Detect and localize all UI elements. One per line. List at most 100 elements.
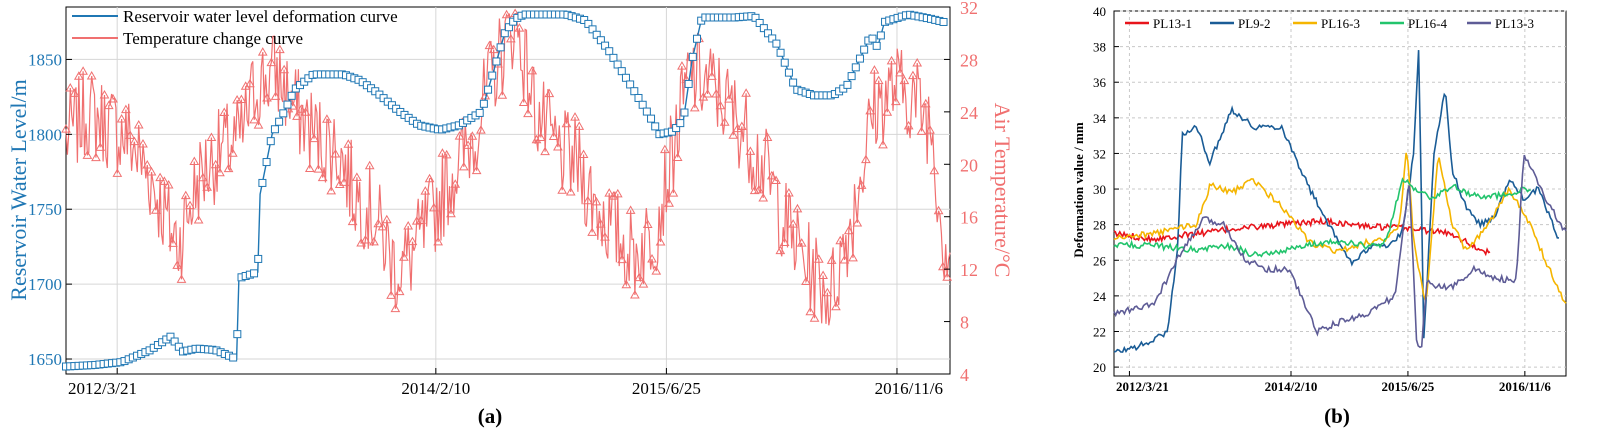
temperature-marker: [818, 270, 828, 279]
panel-a-left-tick-label: 1700: [28, 275, 62, 294]
temperature-marker: [621, 279, 632, 289]
temperature-marker: [861, 154, 871, 164]
temperature-marker: [180, 190, 191, 200]
reservoir-marker: [262, 158, 271, 167]
temperature-marker: [912, 58, 923, 67]
reservoir-marker: [868, 34, 877, 43]
panel-b-x-tick-label: 2014/2/10: [1265, 379, 1318, 394]
temperature-marker: [779, 237, 790, 246]
temperature-marker: [745, 146, 756, 155]
temperature-marker: [741, 88, 751, 97]
temperature-marker: [604, 188, 615, 197]
temperature-marker: [322, 114, 332, 123]
temperature-marker: [471, 165, 482, 175]
temperature-marker: [381, 214, 392, 224]
temperature-marker: [441, 149, 452, 159]
panel-a-right-tick-label: 4: [960, 365, 969, 385]
reservoir-marker: [634, 93, 643, 102]
reservoir-marker: [872, 41, 881, 50]
temperature-marker: [882, 107, 893, 116]
temperature-marker: [279, 64, 290, 74]
temperature-marker: [565, 186, 576, 196]
temperature-marker: [275, 44, 285, 54]
panel-b-frame: [1113, 10, 1567, 377]
reservoir-marker: [680, 108, 689, 117]
panel-a-left-axis: 1650 1700 1750 1800 1850: [28, 50, 72, 369]
temperature-marker: [133, 119, 144, 129]
panel-b-y-tick-label: 38: [1093, 40, 1106, 55]
panel-b-y-axis: 20 22 24 26 28 30 32 34 36 38 40: [1093, 4, 1119, 375]
temperature-marker: [826, 255, 837, 264]
temperature-marker: [788, 219, 799, 228]
panel-b-y-tick-label: 40: [1093, 4, 1106, 19]
temperature-marker: [463, 140, 473, 149]
temperature-marker: [557, 185, 568, 194]
temperature-marker: [617, 254, 627, 264]
temperature-marker: [600, 232, 610, 241]
panel-a-right-tick-label: 20: [960, 155, 978, 175]
temperature-marker: [591, 196, 602, 206]
reservoir-marker: [876, 31, 885, 40]
temperature-marker: [334, 179, 345, 188]
reservoir-marker: [789, 78, 798, 87]
reservoir-marker: [279, 109, 288, 118]
temperature-marker: [561, 118, 572, 128]
panel-b-y-tick-label: 28: [1093, 218, 1106, 233]
temperature-marker: [326, 185, 337, 195]
temperature-marker: [754, 184, 764, 194]
temperature-marker: [732, 123, 743, 133]
temperature-marker: [159, 176, 170, 185]
temperature-marker: [390, 303, 401, 313]
panel-a-x-axis: 2012/3/21 2014/2/10 2015/6/25 2016/11/6: [68, 368, 943, 398]
temperature-marker: [929, 165, 940, 175]
temperature-marker: [630, 289, 640, 299]
temperature-marker: [428, 202, 439, 212]
temperature-marker: [116, 113, 127, 123]
reservoir-marker: [166, 332, 175, 341]
temperature-marker: [266, 57, 277, 67]
temperature-marker: [69, 88, 80, 97]
temperature-marker: [809, 313, 820, 322]
reservoir-marker: [676, 119, 685, 128]
temperature-marker: [309, 133, 319, 143]
temperature-marker: [501, 9, 512, 19]
temperature-marker: [476, 125, 486, 134]
reservoir-marker: [647, 114, 656, 123]
temperature-marker: [339, 177, 349, 186]
temperature-marker: [78, 66, 88, 75]
temperature-marker: [91, 152, 101, 162]
panel-a-frame: [65, 6, 951, 375]
temperature-marker: [240, 81, 251, 90]
reservoir-marker: [772, 39, 781, 48]
reservoir-marker: [233, 330, 242, 339]
temperature-marker: [843, 225, 854, 235]
reservoir-marker: [601, 41, 610, 50]
temperature-marker: [138, 139, 148, 148]
reservoir-marker: [847, 72, 856, 81]
panel-a-right-tick-label: 32: [960, 0, 978, 18]
temperature-marker: [801, 276, 811, 286]
temperature-marker: [540, 146, 550, 156]
reservoir-marker: [254, 254, 263, 263]
temperature-marker: [689, 102, 700, 112]
temperature-marker: [245, 78, 255, 88]
temperature-marker: [831, 301, 841, 311]
temperature-marker: [582, 195, 593, 205]
temperature-marker: [724, 94, 734, 103]
panel-b-y-tick-label: 36: [1093, 75, 1107, 90]
temperature-marker: [796, 238, 807, 247]
temperature-marker: [215, 167, 225, 177]
temperature-marker: [223, 163, 234, 173]
temperature-marker: [300, 107, 311, 116]
temperature-marker: [198, 172, 208, 182]
temperature-marker: [176, 274, 187, 283]
temperature-marker: [852, 217, 863, 227]
temperature-marker: [168, 238, 178, 247]
temperature-marker: [155, 172, 165, 182]
temperature-marker: [505, 33, 516, 43]
reservoir-marker: [229, 353, 238, 362]
temperature-marker: [775, 245, 786, 255]
temperature-marker: [873, 75, 884, 85]
temperature-marker: [736, 121, 747, 131]
temperature-marker: [672, 152, 683, 161]
